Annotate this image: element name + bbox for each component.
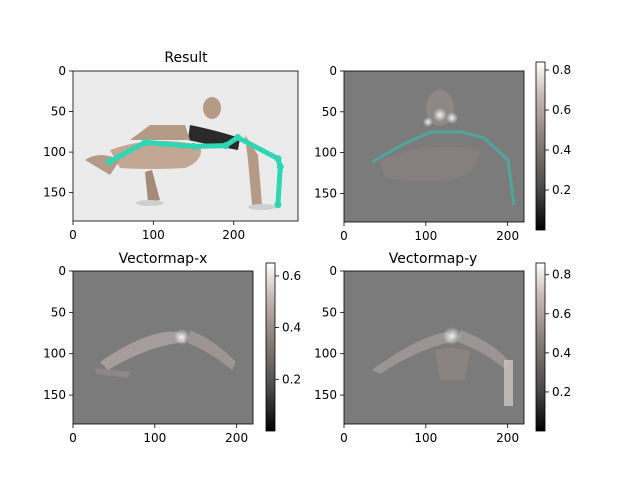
colorbar-tick-label: 0.2 bbox=[552, 385, 571, 399]
x-tick-label: 0 bbox=[69, 431, 77, 445]
x-tick-label: 100 bbox=[143, 431, 166, 445]
colorbar-tick-label: 0.8 bbox=[552, 268, 571, 282]
x-tick-label: 0 bbox=[340, 229, 348, 243]
skeleton-keypoint bbox=[274, 155, 282, 163]
skeleton-keypoint bbox=[105, 158, 113, 166]
vectormap-x-image bbox=[73, 271, 253, 424]
x-tick-label: 100 bbox=[142, 228, 165, 242]
skeleton-keypoint bbox=[234, 133, 242, 141]
heatmap-image bbox=[344, 71, 524, 222]
colorbar-tick-label: 0.6 bbox=[282, 269, 301, 283]
pose-skeleton-points bbox=[105, 133, 284, 209]
y-tick-label: 150 bbox=[43, 388, 66, 402]
x-tick-label: 200 bbox=[225, 431, 248, 445]
colorbar-vectormap-y: 0.2 0.4 0.6 0.8 bbox=[535, 262, 571, 432]
colorbar-tick-label: 0.6 bbox=[552, 307, 571, 321]
x-tick-label: 100 bbox=[414, 229, 437, 243]
panel-vectormap-y-title: Vectormap-y bbox=[389, 251, 478, 267]
x-tick-label: 0 bbox=[340, 431, 348, 445]
colorbar-tick-label: 0.4 bbox=[552, 143, 571, 157]
y-tick-label: 150 bbox=[43, 186, 66, 200]
skeleton-keypoint bbox=[141, 138, 149, 146]
panel-vectormap-x-title: Vectormap-x bbox=[119, 251, 208, 267]
colorbar-vectormap-x: 0.2 0.4 0.6 bbox=[265, 262, 301, 432]
x-tick-label: 200 bbox=[496, 431, 519, 445]
colorbar-tick-label: 0.6 bbox=[552, 103, 571, 117]
y-tick-label: 100 bbox=[43, 347, 66, 361]
panel-vectormap-y-axes: 0 100 200 0 50 100 150 bbox=[314, 264, 519, 445]
panel-vectormap-x: Vectormap-x 0 100 200 0 50 100 150 0.2 0.4 0.6 bbox=[43, 251, 301, 445]
y-tick-label: 150 bbox=[314, 388, 337, 402]
colorbar-tick-label: 0.8 bbox=[552, 63, 571, 77]
panel-result-axes: 0 100 200 0 50 100 150 bbox=[43, 64, 245, 242]
colorbar-tick-label: 0.4 bbox=[282, 321, 301, 335]
skeleton-keypoint bbox=[276, 163, 284, 171]
colorbar-tick-label: 0.2 bbox=[552, 183, 571, 197]
y-tick-label: 0 bbox=[329, 264, 337, 278]
panel-result-title: Result bbox=[164, 50, 208, 66]
y-tick-label: 50 bbox=[51, 305, 66, 319]
y-tick-label: 50 bbox=[322, 305, 337, 319]
x-tick-label: 200 bbox=[222, 228, 245, 242]
colorbar-heatmap: 0.2 0.4 0.6 0.8 bbox=[535, 61, 571, 231]
result-image bbox=[73, 71, 298, 221]
skeleton-keypoint bbox=[222, 142, 230, 150]
y-tick-label: 100 bbox=[314, 347, 337, 361]
y-tick-label: 50 bbox=[51, 105, 66, 119]
colorbar-tick-label: 0.2 bbox=[282, 372, 301, 386]
y-tick-label: 50 bbox=[322, 105, 337, 119]
colorbar-tick-label: 0.4 bbox=[552, 346, 571, 360]
skeleton-keypoint bbox=[190, 142, 198, 150]
skeleton-keypoint bbox=[274, 201, 282, 209]
panel-vectormap-x-axes: 0 100 200 0 50 100 150 bbox=[43, 264, 248, 445]
x-tick-label: 200 bbox=[496, 229, 519, 243]
panel-heatmap: 0 100 200 0 50 100 150 0.2 0.4 0.6 0.8 bbox=[314, 61, 571, 243]
y-tick-label: 100 bbox=[314, 146, 337, 160]
x-tick-label: 100 bbox=[414, 431, 437, 445]
x-tick-label: 0 bbox=[69, 228, 77, 242]
y-tick-label: 0 bbox=[58, 264, 66, 278]
panel-heatmap-axes: 0 100 200 0 50 100 150 bbox=[314, 64, 519, 243]
y-tick-label: 100 bbox=[43, 145, 66, 159]
vectormap-y-image bbox=[344, 271, 524, 424]
y-tick-label: 150 bbox=[314, 186, 337, 200]
y-tick-label: 0 bbox=[329, 64, 337, 78]
y-tick-label: 0 bbox=[58, 64, 66, 78]
panel-result: Result 0 100 200 0 50 100 150 bbox=[43, 50, 299, 242]
